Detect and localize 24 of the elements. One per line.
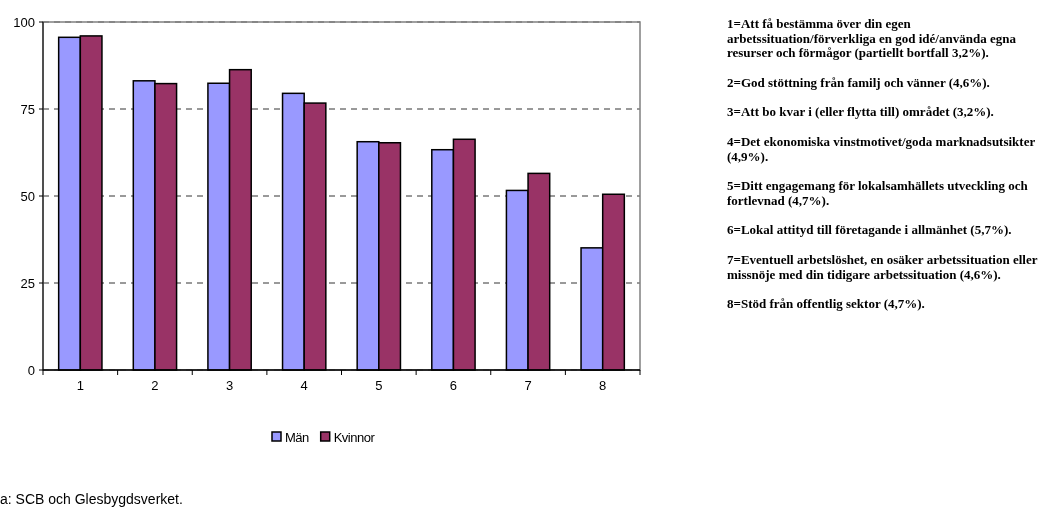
x-tick-label: 2 (151, 378, 159, 393)
x-tick-label: 4 (300, 378, 308, 393)
x-tick-label: 6 (449, 378, 458, 393)
text: 3=Att bo kvar i (eller flytta till) området (3,2%). (727, 104, 994, 120)
x-tick-label: 7 (524, 378, 532, 393)
x-tick-label: 5 (375, 378, 383, 393)
y-tick-label: 100 (13, 14, 35, 30)
text: a: SCB och Glesbygdsverket. (0, 491, 183, 507)
y-tick-label: 75 (20, 101, 35, 117)
text: 1=Att få bestämma över din egen arbetssituation/förverkliga en god idé/använda egna resurser och förmågor (partiellt bortfall 3,2%). (727, 16, 1017, 61)
x-tick-label: 8 (599, 378, 607, 393)
x-tick-label: 3 (225, 378, 234, 393)
y-tick-label: 25 (20, 275, 35, 291)
text: 2=God stöttning från familj och vänner (4,6%). (727, 74, 990, 90)
text: 8=Stöd från offentlig sektor (4,7%). (727, 296, 925, 312)
text: 4=Det ekonomiska vinstmotivet/goda marknadsutsikter (4,9%). (727, 134, 1036, 164)
y-tick-label: 50 (20, 188, 35, 204)
legend-label: Kvinnor (333, 429, 376, 445)
y-tick-label: 0 (27, 362, 35, 378)
x-tick-label: 1 (76, 378, 84, 393)
text: 6=Lokal attityd till företagande i allmänhet (5,7%). (727, 222, 1012, 238)
text: 5=Ditt engagemang för lokalsamhällets utveckling och fortlevnad (4,7%). (727, 178, 1029, 208)
text: 7=Eventuell arbetslöshet, en osäker arbetssituation eller missnöje med din tidigare arbetssituation (4,6%). (727, 252, 1038, 282)
legend-label: Män (285, 429, 310, 445)
